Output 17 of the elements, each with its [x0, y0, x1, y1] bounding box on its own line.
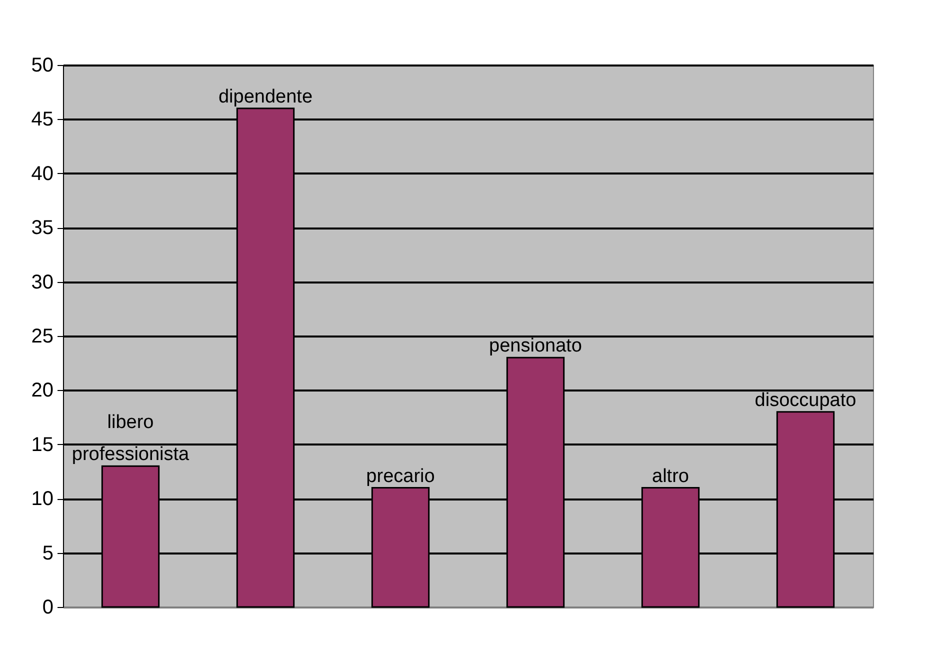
x-tick-label: altro [652, 466, 689, 487]
y-tick-label: 50 [31, 54, 54, 76]
y-tick-label: 45 [31, 108, 54, 131]
x-tick-label: disoccupato [754, 390, 856, 411]
x-tick-label: libero professionista [72, 412, 190, 466]
x-tick-label: dipendente [218, 86, 313, 108]
y-tick-label: 25 [31, 326, 54, 348]
y-tick-label: 15 [31, 434, 54, 456]
y-tick-label: 20 [31, 380, 54, 402]
y-tick-label: 5 [42, 542, 54, 564]
x-tick-label: precario [366, 466, 435, 487]
y-tick-label: 30 [31, 271, 54, 294]
y-tick-label: 35 [31, 217, 54, 240]
y-tick-label: 10 [31, 488, 54, 510]
y-tick-label: 40 [31, 162, 54, 185]
y-tick-label: 0 [42, 596, 54, 618]
x-tick-label: pensionato [489, 336, 582, 357]
